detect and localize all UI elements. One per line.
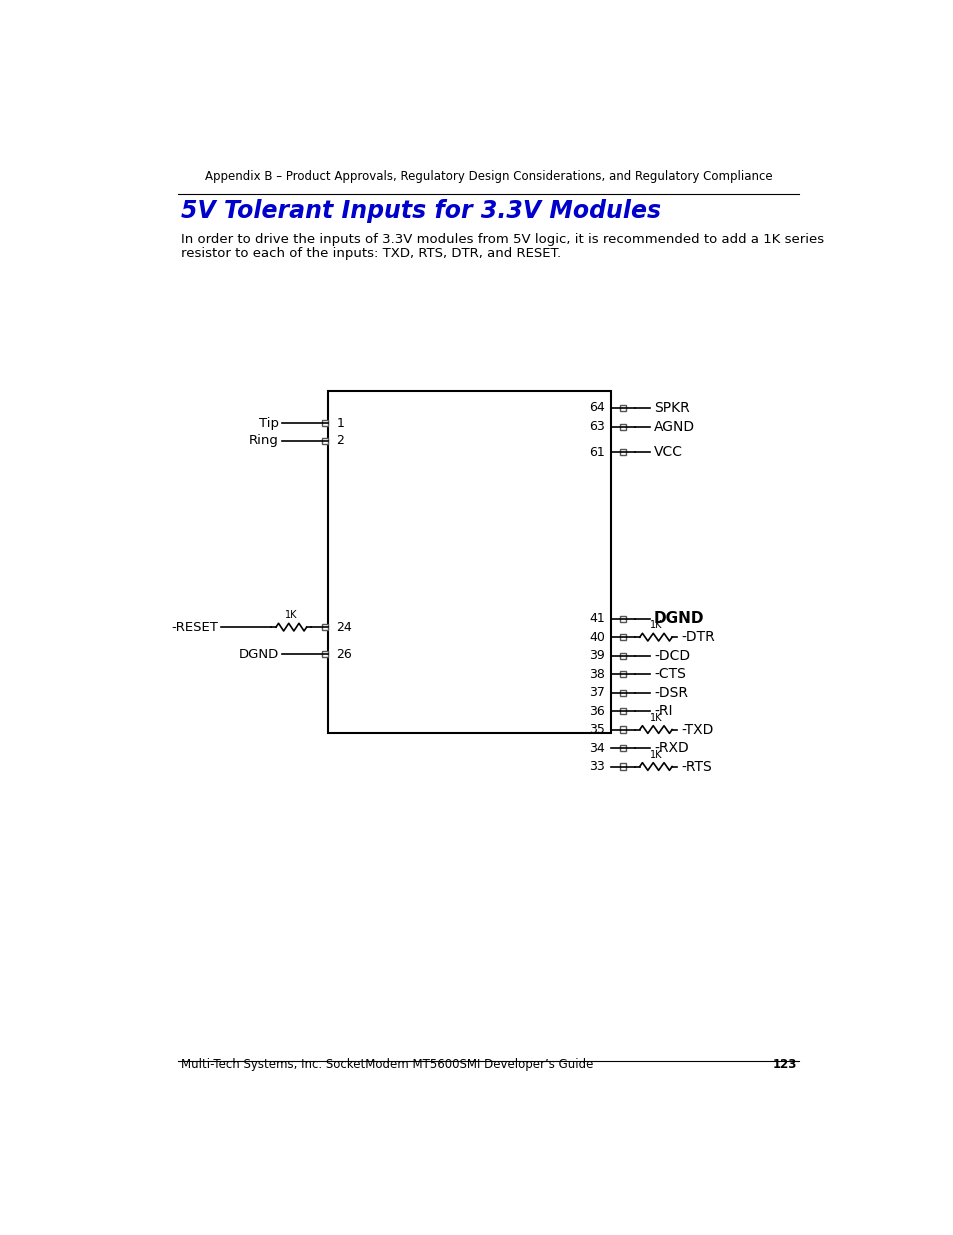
Bar [619,405,625,411]
Text: -RTS: -RTS [680,760,711,773]
Text: Multi-Tech Systems, Inc. SocketModem MT5600SMI Developer’s Guide: Multi-Tech Systems, Inc. SocketModem MT5… [181,1058,593,1072]
Bar [619,745,625,751]
Text: 1K: 1K [649,620,661,630]
Text: 1K: 1K [649,750,661,760]
Bar [619,450,625,456]
Text: 123: 123 [771,1058,796,1072]
Text: -CTS: -CTS [654,667,685,682]
Text: 64: 64 [589,401,604,414]
Text: 35: 35 [589,722,604,736]
Bar [321,624,328,630]
Text: 1K: 1K [285,610,297,620]
Bar [619,652,625,658]
Bar [619,424,625,430]
Text: DGND: DGND [654,611,703,626]
Bar [619,726,625,732]
Text: 1K: 1K [649,713,661,722]
Bar [321,437,328,443]
Text: Tip: Tip [258,416,278,430]
Text: -DSR: -DSR [654,685,687,699]
Text: 24: 24 [335,621,352,634]
Text: 1: 1 [335,416,344,430]
Text: Appendix B – Product Approvals, Regulatory Design Considerations, and Regulatory: Appendix B – Product Approvals, Regulato… [205,170,772,183]
Bar [321,651,328,657]
Text: AGND: AGND [654,420,695,433]
Text: 26: 26 [335,647,352,661]
Text: 37: 37 [589,687,604,699]
Bar [619,615,625,621]
Text: 36: 36 [589,705,604,718]
Text: -RXD: -RXD [654,741,688,755]
Text: -RESET: -RESET [172,621,218,634]
Text: In order to drive the inputs of 3.3V modules from 5V logic, it is recommended to: In order to drive the inputs of 3.3V mod… [181,233,823,246]
Text: 39: 39 [589,650,604,662]
Text: VCC: VCC [654,446,682,459]
Text: 2: 2 [335,435,344,447]
Text: 61: 61 [589,446,604,459]
Text: 40: 40 [589,631,604,643]
Bar [321,420,328,426]
Text: 5V Tolerant Inputs for 3.3V Modules: 5V Tolerant Inputs for 3.3V Modules [181,199,660,222]
Text: -RI: -RI [654,704,672,718]
Text: -DTR: -DTR [680,630,714,645]
Text: resistor to each of the inputs: TXD, RTS, DTR, and RESET.: resistor to each of the inputs: TXD, RTS… [181,247,560,259]
Bar [328,390,611,734]
Bar [619,763,625,769]
Text: 34: 34 [589,741,604,755]
Text: SPKR: SPKR [654,400,689,415]
Bar [619,671,625,677]
Text: -DCD: -DCD [654,648,689,663]
Bar [619,689,625,695]
Text: DGND: DGND [238,647,278,661]
Text: 41: 41 [589,613,604,625]
Text: Ring: Ring [249,435,278,447]
Text: 33: 33 [589,760,604,773]
Bar [619,708,625,714]
Text: 38: 38 [589,668,604,680]
Bar [619,634,625,640]
Text: -TXD: -TXD [680,722,713,736]
Text: 63: 63 [589,420,604,433]
